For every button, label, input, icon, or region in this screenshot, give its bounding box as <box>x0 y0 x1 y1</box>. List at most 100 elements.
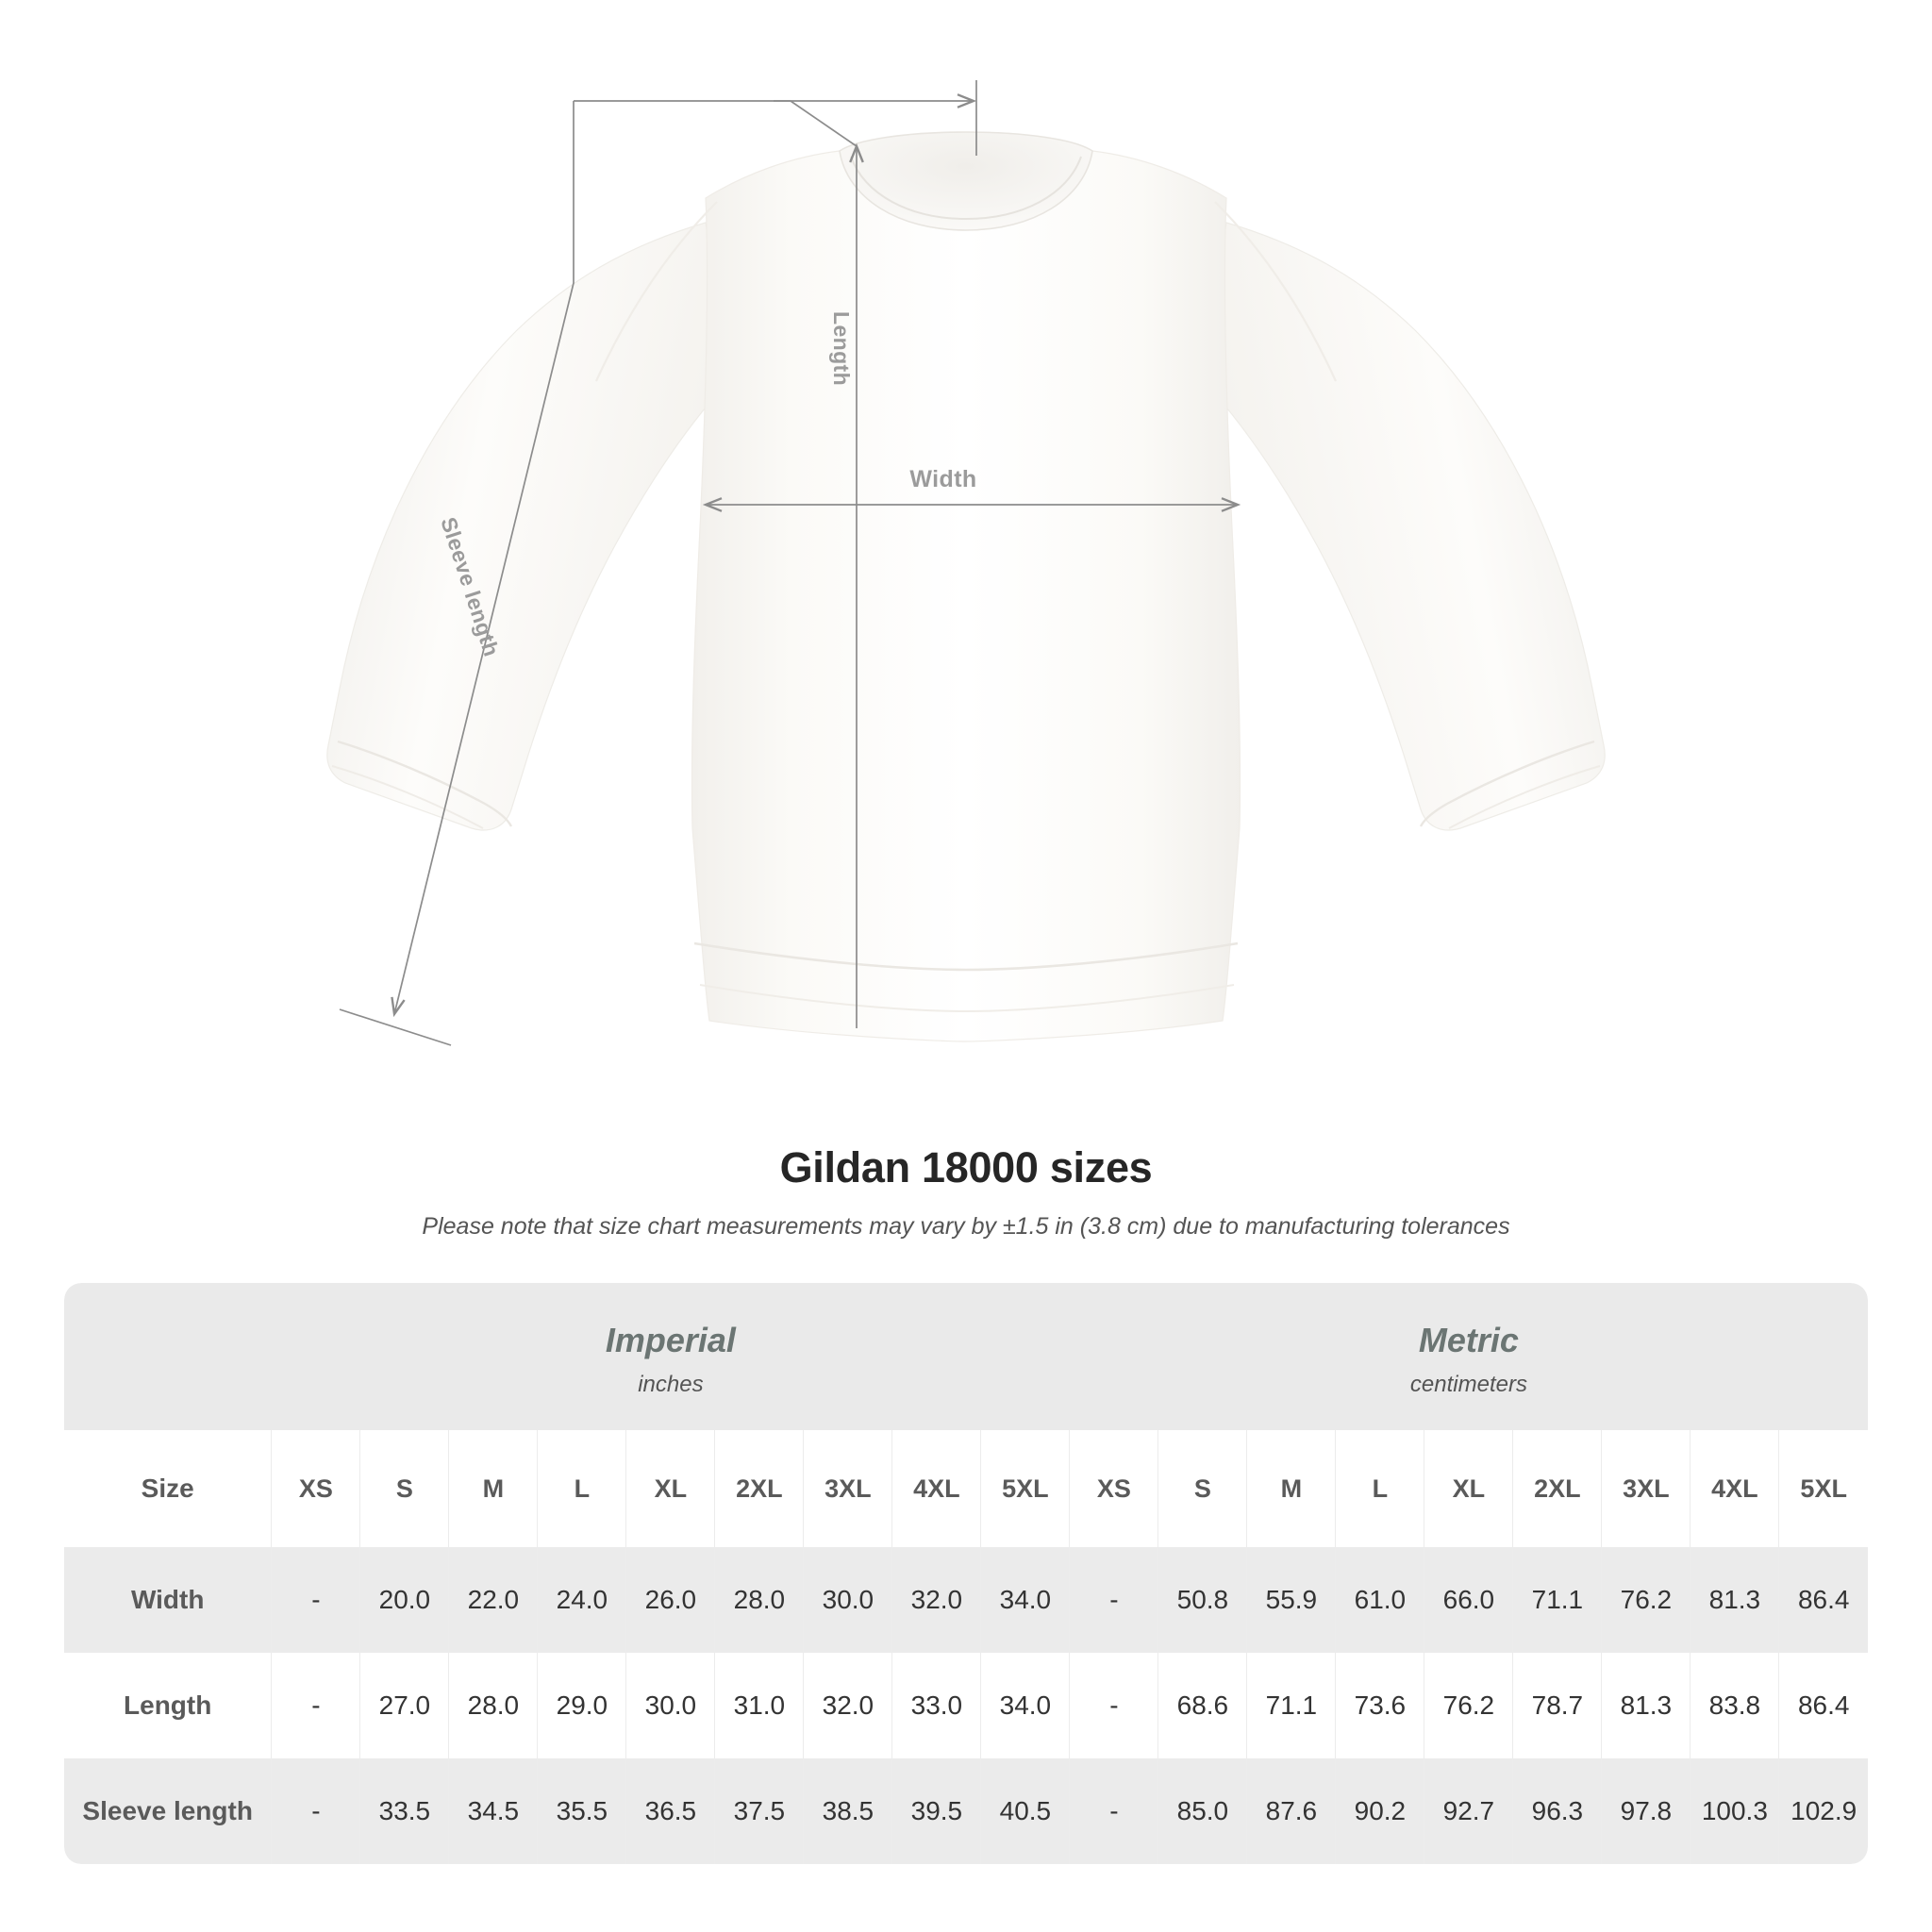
waistband-line <box>699 984 1235 1013</box>
cell-length-metric-3xl: 81.3 <box>1601 1653 1690 1758</box>
length-label: Length <box>829 311 854 387</box>
cell-width-metric-s: 50.8 <box>1158 1547 1247 1653</box>
cell-length-imperial-2xl: 31.0 <box>714 1653 804 1758</box>
cell-sleeve-length-metric-xl: 92.7 <box>1424 1758 1513 1864</box>
size-header-4xl-metric: 4XL <box>1690 1430 1779 1547</box>
size-header-row: Size XS S M L XL 2XL 3XL 4XL 5XL XS S M L XL 2XL 3XL 4XL 5… <box>64 1430 1868 1547</box>
cell-width-metric-5xl: 86.4 <box>1778 1547 1868 1653</box>
size-header-2xl-metric: 2XL <box>1512 1430 1602 1547</box>
unit-banner-row: Imperial inches Metric centimeters <box>64 1283 1868 1430</box>
cell-length-metric-4xl: 83.8 <box>1690 1653 1779 1758</box>
cell-sleeve-length-imperial-xs: - <box>271 1758 360 1864</box>
width-label: Width <box>909 466 977 492</box>
cell-sleeve-length-imperial-m: 34.5 <box>448 1758 538 1864</box>
size-header-l-imperial: L <box>537 1430 626 1547</box>
cell-length-imperial-5xl: 34.0 <box>980 1653 1070 1758</box>
size-header-5xl-imperial: 5XL <box>980 1430 1070 1547</box>
cell-length-metric-5xl: 86.4 <box>1778 1653 1868 1758</box>
cell-width-metric-m: 55.9 <box>1246 1547 1336 1653</box>
size-header-m-imperial: M <box>448 1430 538 1547</box>
cell-width-imperial-5xl: 34.0 <box>980 1547 1070 1653</box>
cell-sleeve-length-imperial-l: 35.5 <box>537 1758 626 1864</box>
size-header-5xl-metric: 5XL <box>1778 1430 1868 1547</box>
cell-width-metric-2xl: 71.1 <box>1512 1547 1602 1653</box>
cell-width-imperial-m: 22.0 <box>448 1547 538 1653</box>
sweatshirt-illustration <box>326 80 1606 1046</box>
sleeve-end-tick <box>339 1008 452 1046</box>
left-shoulder-seam <box>594 201 718 382</box>
cell-width-imperial-l: 24.0 <box>537 1547 626 1653</box>
unit-banner-metric: Metric centimeters <box>1069 1283 1868 1430</box>
cell-length-imperial-4xl: 33.0 <box>891 1653 981 1758</box>
left-cuff-seam <box>337 740 513 827</box>
cell-length-imperial-m: 28.0 <box>448 1653 538 1758</box>
unit-name: Imperial <box>605 1321 736 1359</box>
collar <box>839 131 1093 231</box>
cell-width-metric-xs: - <box>1069 1547 1158 1653</box>
cell-width-metric-xl: 66.0 <box>1424 1547 1513 1653</box>
sleeve-leader-top <box>574 100 858 147</box>
cell-length-metric-2xl: 78.7 <box>1512 1653 1602 1758</box>
table-row: Sleeve length -33.5 34.5 35.5 36.5 37.5 38.5 39… <box>64 1758 1868 1864</box>
size-header-xl-metric: XL <box>1424 1430 1513 1547</box>
right-shoulder-seam <box>1214 201 1338 382</box>
sweatshirt-body <box>691 150 1241 1042</box>
cell-length-metric-s: 68.6 <box>1158 1653 1247 1758</box>
cell-length-imperial-xl: 30.0 <box>625 1653 715 1758</box>
cell-width-metric-3xl: 76.2 <box>1601 1547 1690 1653</box>
unit-subtitle: centimeters <box>1409 1372 1527 1397</box>
size-table-container: Imperial inches Metric centimeters Size XS S M L… <box>0 1283 1932 1864</box>
cell-width-metric-4xl: 81.3 <box>1690 1547 1779 1653</box>
cell-sleeve-length-metric-l: 90.2 <box>1335 1758 1424 1864</box>
tolerance-note: Please note that size chart measurements… <box>422 1213 1510 1240</box>
cell-length-imperial-3xl: 32.0 <box>803 1653 892 1758</box>
cell-sleeve-length-metric-2xl: 96.3 <box>1512 1758 1602 1864</box>
cell-length-imperial-xs: - <box>271 1653 360 1758</box>
cell-width-metric-l: 61.0 <box>1335 1547 1424 1653</box>
cell-sleeve-length-imperial-2xl: 37.5 <box>714 1758 804 1864</box>
cell-sleeve-length-metric-m: 87.6 <box>1246 1758 1336 1864</box>
cell-sleeve-length-metric-5xl: 102.9 <box>1778 1758 1868 1864</box>
table-row: Length -27.0 28.0 29.0 30.0 31.0 32.0 33.0 34.0-… <box>64 1653 1868 1758</box>
chart-heading: Gildan 18000 sizes Please note that size… <box>0 1143 1932 1241</box>
unit-subtitle: inches <box>638 1372 704 1397</box>
cell-width-imperial-3xl: 30.0 <box>803 1547 892 1653</box>
cell-width-imperial-4xl: 32.0 <box>891 1547 981 1653</box>
garment-diagram: Length Width Sleeve length <box>326 80 1606 1046</box>
right-cuff-seam <box>1419 740 1595 827</box>
table-row: Width -20.0 22.0 24.0 26.0 28.0 30.0 32.0 34.0-5… <box>64 1547 1868 1653</box>
cell-sleeve-length-imperial-3xl: 38.5 <box>803 1758 892 1864</box>
unit-name: Metric <box>1418 1321 1519 1359</box>
left-sleeve <box>326 222 729 831</box>
cell-width-imperial-xs: - <box>271 1547 360 1653</box>
size-header-label: Size <box>64 1430 272 1547</box>
cell-sleeve-length-metric-4xl: 100.3 <box>1690 1758 1779 1864</box>
cell-length-metric-xs: - <box>1069 1653 1158 1758</box>
cell-length-metric-m: 71.1 <box>1246 1653 1336 1758</box>
size-header-xs-imperial: XS <box>271 1430 360 1547</box>
page-title: Gildan 18000 sizes <box>779 1143 1153 1191</box>
size-header-2xl-imperial: 2XL <box>714 1430 804 1547</box>
size-header-xs-metric: XS <box>1069 1430 1158 1547</box>
size-header-xl-imperial: XL <box>625 1430 715 1547</box>
row-label-length: Length <box>64 1653 272 1758</box>
cell-sleeve-length-imperial-s: 33.5 <box>359 1758 449 1864</box>
left-cuff-line <box>331 765 484 829</box>
cell-width-imperial-2xl: 28.0 <box>714 1547 804 1653</box>
size-chart-table: Imperial inches Metric centimeters Size XS S M L… <box>64 1283 1868 1864</box>
right-cuff-line <box>1448 765 1601 829</box>
size-header-m-metric: M <box>1246 1430 1336 1547</box>
cell-sleeve-length-metric-s: 85.0 <box>1158 1758 1247 1864</box>
cell-width-imperial-xl: 26.0 <box>625 1547 715 1653</box>
cell-sleeve-length-metric-3xl: 97.8 <box>1601 1758 1690 1864</box>
row-label-sleeve-length: Sleeve length <box>64 1758 272 1864</box>
unit-banner-imperial: Imperial inches <box>271 1283 1070 1430</box>
size-header-l-metric: L <box>1335 1430 1424 1547</box>
collar-inner-seam <box>850 156 1082 221</box>
waistband-seam <box>693 941 1239 972</box>
size-header-4xl-imperial: 4XL <box>891 1430 981 1547</box>
unit-banner-corner <box>64 1283 272 1430</box>
right-sleeve <box>1203 222 1606 831</box>
cell-sleeve-length-imperial-5xl: 40.5 <box>980 1758 1070 1864</box>
